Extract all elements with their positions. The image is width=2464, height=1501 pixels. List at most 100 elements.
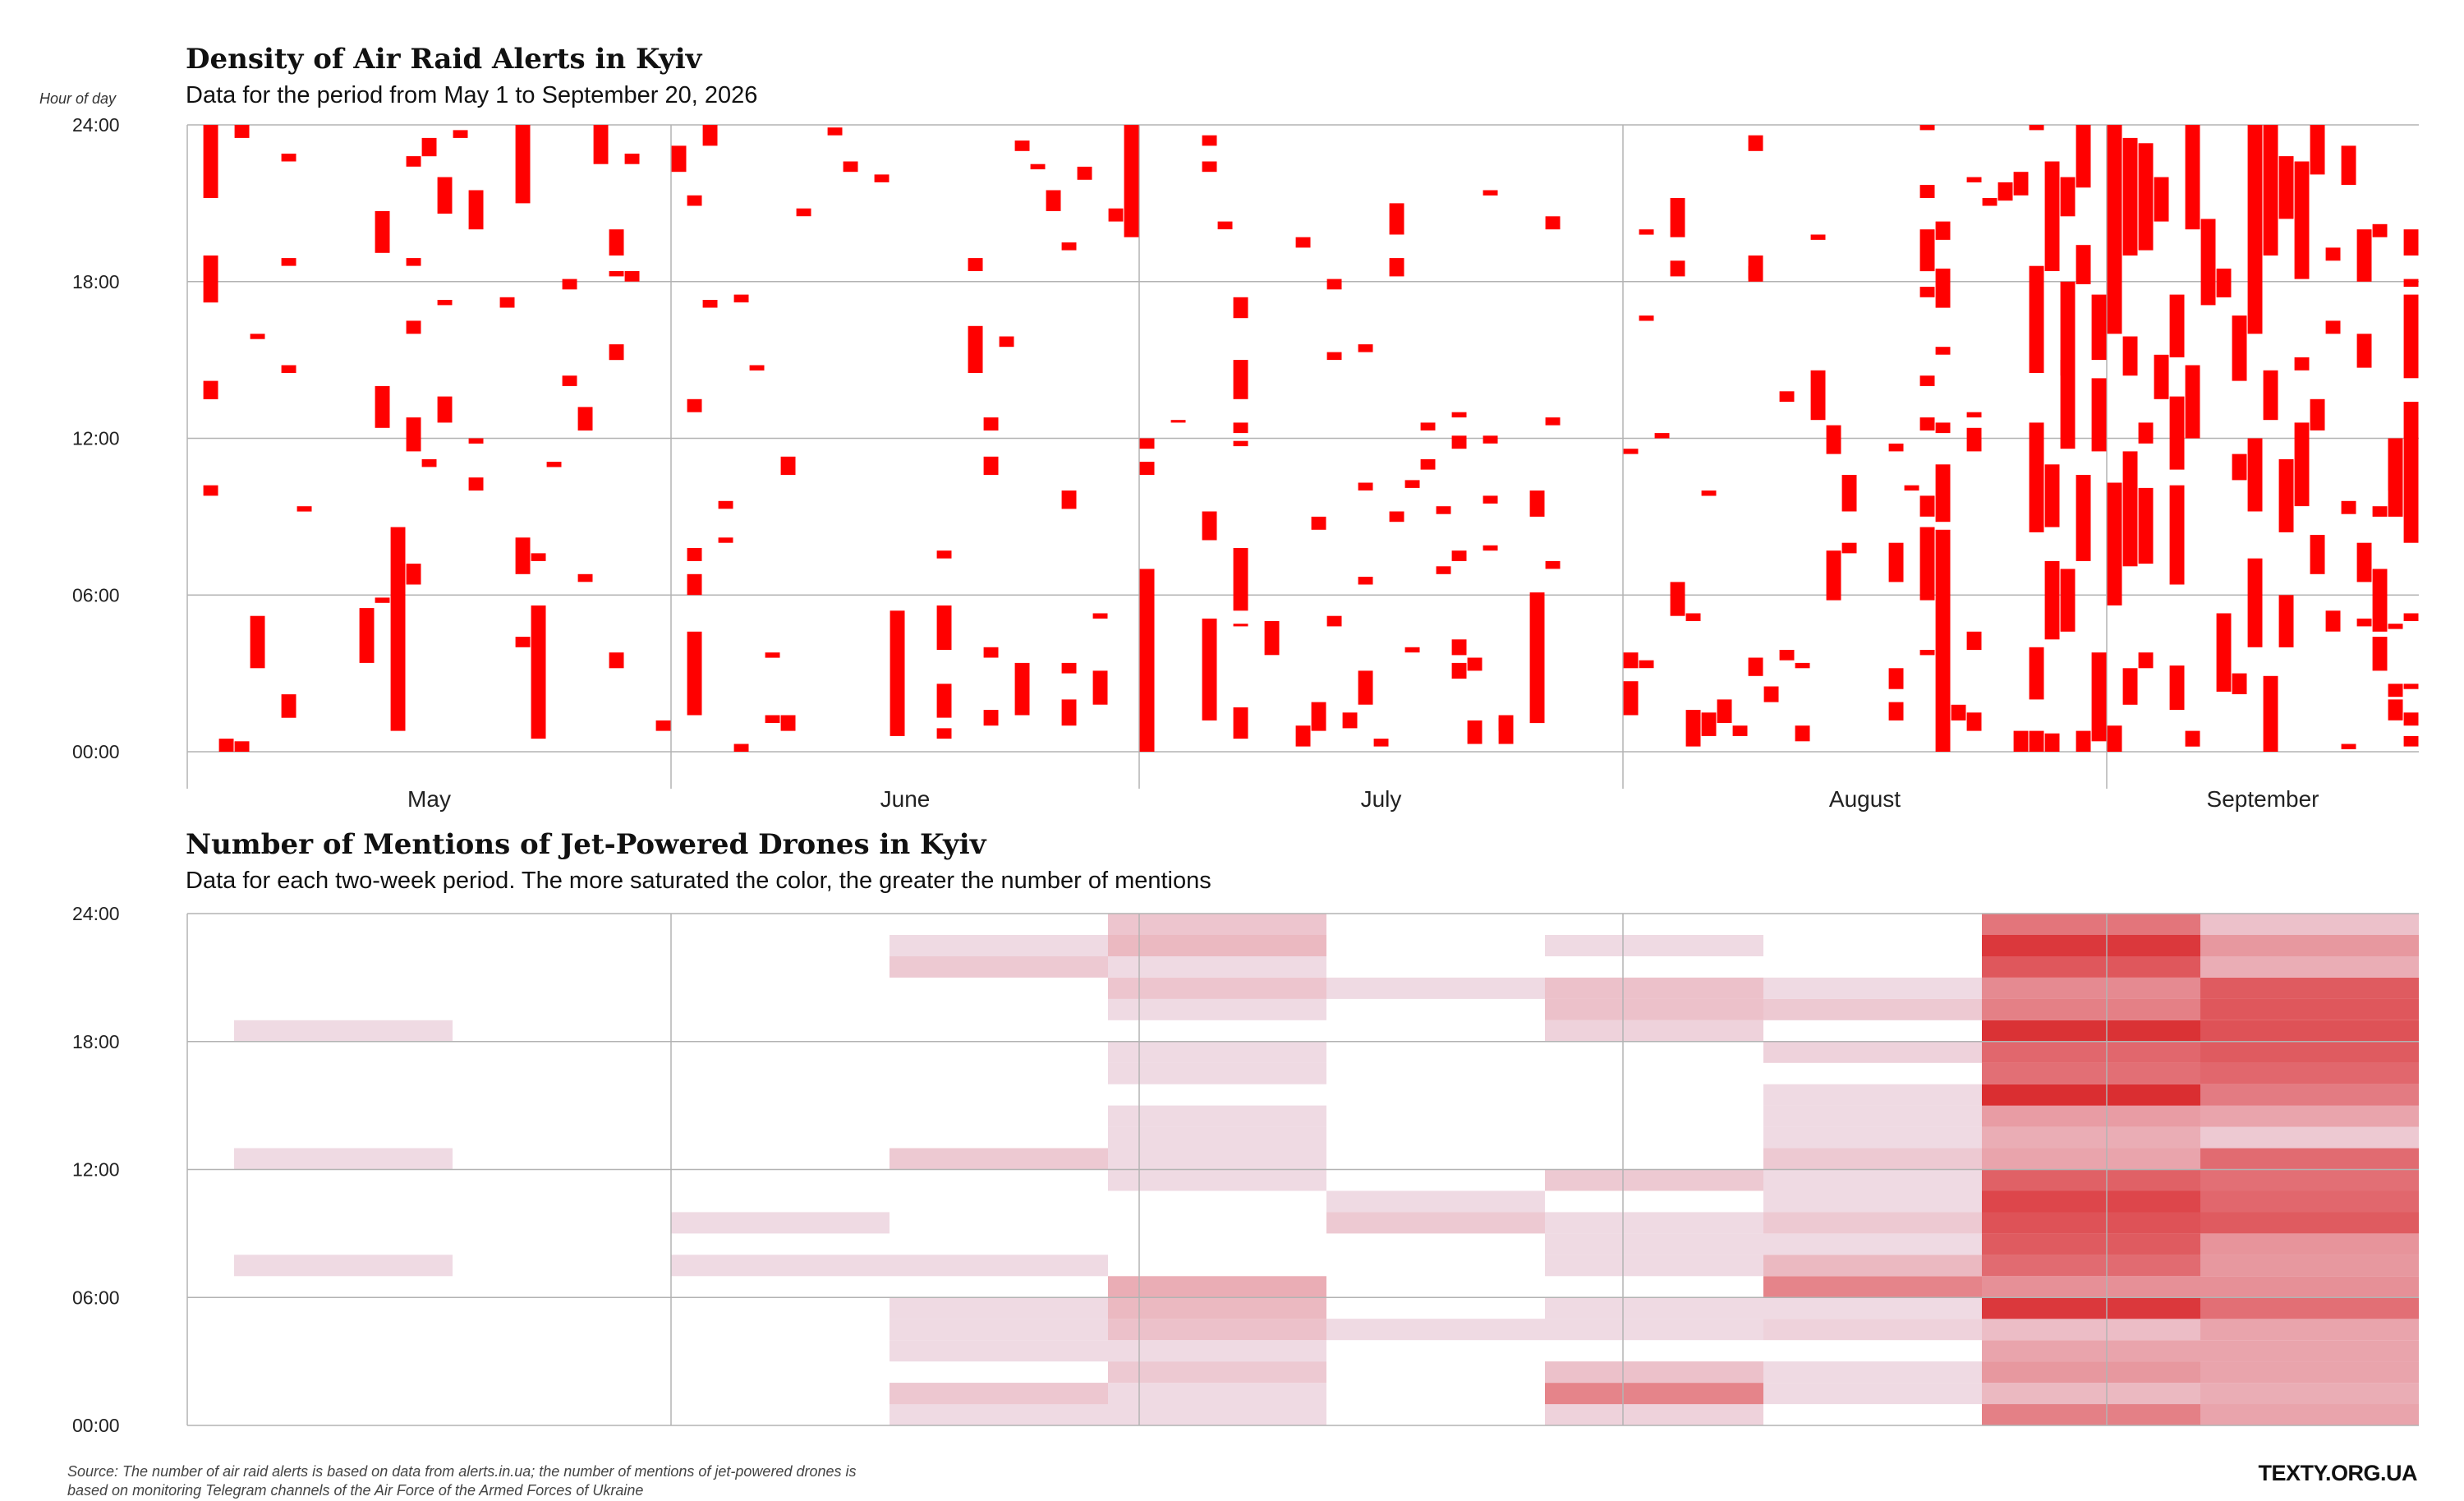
alert-bar [1326,615,1342,627]
drone-cell [1108,1361,1326,1384]
alert-bar [609,229,624,256]
alert-bar [983,456,999,476]
alert-bar [515,637,531,647]
drone-cell [1982,1404,2200,1425]
alert-bar [406,417,421,452]
drone-cell [1763,1297,1982,1319]
alerts-y-tick-label: 12:00 [72,428,120,449]
alert-bar [468,477,484,491]
alert-bar [2185,730,2200,747]
alert-bar [1763,686,1779,702]
alert-bar [1139,569,1155,752]
alert-bar [2232,454,2247,481]
alert-bar [780,456,796,476]
drone-cell [2200,1276,2419,1298]
alert-bar [2403,735,2419,747]
alert-bar [1810,370,1826,421]
drone-cell [1763,1126,1982,1149]
alert-bar [999,336,1014,348]
alert-bar [1389,511,1404,523]
alert-bar [2388,684,2403,698]
alert-bar [1389,258,1404,277]
alert-bar [281,258,297,266]
alert-bar [1061,699,1077,726]
alert-bar [1545,216,1561,230]
drone-cell [1763,1041,1982,1063]
alert-bar [2122,451,2138,567]
drone-cell [1763,1383,1982,1405]
alert-bar [2029,265,2044,373]
alert-bar [2341,744,2356,749]
drone-cell [1108,1126,1326,1149]
alert-bar [2232,673,2247,694]
alert-bar [1904,485,1919,491]
drone-cell [1108,1062,1326,1084]
alert-bar [515,125,531,204]
alert-bar [1826,550,1841,601]
drones-y-tick-label: 06:00 [72,1287,120,1308]
alert-bar [2013,172,2029,196]
alert-bar [1030,163,1046,170]
alert-bar [687,398,702,412]
alerts-month-label: September [2207,786,2319,812]
alert-bar [1888,443,1904,452]
alert-bar [1919,125,1935,131]
alert-bar [1639,660,1654,669]
alert-bar [1233,624,1248,627]
drone-cell [1982,1062,2200,1084]
alert-bar [1935,422,1951,434]
alert-bar [1639,315,1654,321]
alert-bar [577,407,593,431]
drone-cell [1108,914,1326,935]
drone-cell [1763,1319,1982,1341]
alert-bar [468,438,484,444]
alert-bar [1233,422,1248,434]
alert-bar [1467,720,1483,744]
alert-bar [2247,438,2263,512]
source-note: Source: The number of air raid alerts is… [67,1463,857,1499]
alert-bar [936,684,952,718]
alert-bar [2294,161,2310,279]
drone-cell [1545,1319,1763,1341]
alert-bar [2310,398,2325,431]
drone-cell [2200,977,2419,999]
alert-bar [281,365,297,373]
alert-bar [1077,166,1092,180]
alert-bar [203,485,218,496]
drone-cell [1982,955,2200,978]
alert-bar [2325,320,2341,334]
alert-bar [437,300,453,306]
alert-bar [1046,190,1061,211]
alert-bar [827,127,843,136]
drone-cell [1763,1190,1982,1213]
alert-bar [1951,704,1966,721]
alert-bar [1061,242,1077,251]
drone-cell [1545,935,1763,956]
drone-cell [1982,914,2200,935]
alert-bar [687,548,702,561]
alert-bar [406,320,421,334]
alert-bar [234,125,250,138]
drone-cell [2200,935,2419,956]
drone-cell [2200,1383,2419,1405]
alert-bar [874,174,890,182]
drone-cell [1982,1169,2200,1191]
alert-bar [609,652,624,669]
drones-grid [186,913,2419,1426]
drone-cell [890,1340,1108,1362]
alert-bar [1685,613,1701,621]
alert-bar [796,208,811,217]
alert-bar [1919,650,1935,656]
alert-bar [1170,420,1186,423]
alert-bar [1529,592,1545,724]
drone-cell [1982,1126,2200,1149]
alert-bar [2325,610,2341,632]
alert-bar [375,597,390,603]
drone-cell [1982,1105,2200,1127]
alert-bar [515,537,531,574]
drone-cell [1545,977,1763,999]
alert-bar [2232,315,2247,381]
brand-logo[interactable]: TEXTY.ORG.UA [2258,1461,2417,1485]
drones-chart-title: Number of Mentions of Jet-Powered Drones… [186,828,986,861]
alert-bar [1935,268,1951,308]
